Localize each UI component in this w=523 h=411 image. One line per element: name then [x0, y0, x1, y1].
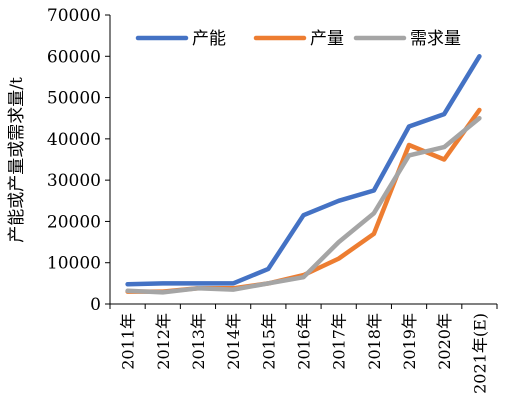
- x-axis: 2011年 2012年 2013年 2014年 2015年 2016年 2017年 2018年…: [109, 303, 498, 394]
- legend-label-0: 产能: [192, 29, 226, 49]
- y-tick-label: 70000: [47, 6, 101, 26]
- x-tick-label: 2014年: [224, 313, 243, 370]
- y-tick-label: 40000: [47, 130, 101, 150]
- legend-label-2: 需求量: [410, 29, 461, 49]
- x-tick-label: 2013年: [189, 313, 208, 370]
- x-tick-label: 2012年: [154, 313, 173, 370]
- series-line-0: [125, 54, 482, 287]
- x-tick-label: 2021年(E): [470, 313, 489, 394]
- legend: 产能 产量 需求量: [135, 29, 461, 49]
- legend-label-1: 产量: [310, 29, 344, 49]
- y-tick-label: 60000: [47, 47, 101, 67]
- y-tick-label: 30000: [47, 171, 101, 191]
- x-tick-label: 2011年: [119, 313, 138, 370]
- y-tick-label: 0: [90, 295, 101, 315]
- x-tick-label: 2019年: [400, 313, 419, 370]
- series-line-2: [125, 115, 482, 295]
- y-axis-title: 产能或产量或需求量/t: [7, 77, 27, 243]
- x-tick-label: 2018年: [365, 313, 384, 370]
- series-lines: [125, 54, 482, 295]
- series-line-1: [125, 107, 482, 294]
- y-tick-label: 10000: [47, 254, 101, 274]
- y-tick-label: 20000: [47, 212, 101, 232]
- y-tick-label: 50000: [47, 89, 101, 109]
- y-axis: 0 10000 20000 30000 40000 50000 60000 70000: [47, 6, 111, 315]
- x-tick-label: 2017年: [330, 313, 349, 370]
- x-tick-label: 2016年: [295, 313, 314, 370]
- x-tick-label: 2015年: [259, 313, 278, 370]
- x-tick-label: 2020年: [435, 313, 454, 370]
